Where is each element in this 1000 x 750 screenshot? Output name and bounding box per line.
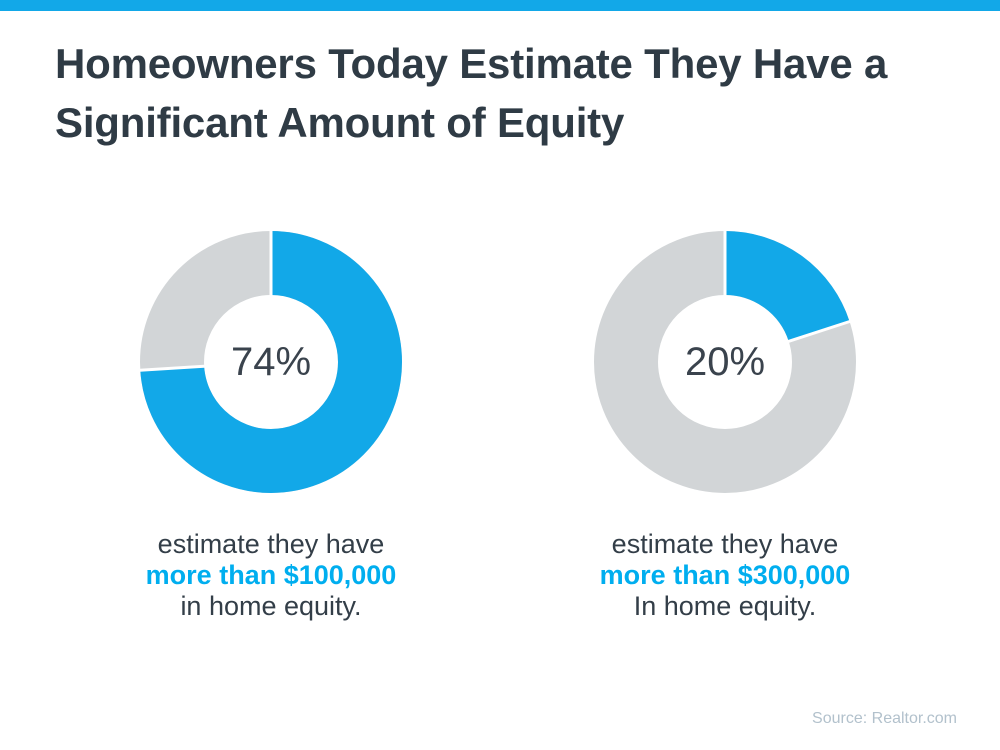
caption-highlight: more than $100,000 (145, 560, 397, 590)
donut-ring-74: 74% (140, 231, 402, 493)
caption-line: estimate they have (611, 529, 839, 559)
donut-svg (594, 231, 856, 493)
donut-chart-100k: 74% estimate they have more than $100,00… (111, 231, 431, 622)
chart-caption-300k: estimate they have more than $300,000 In… (600, 529, 851, 622)
title-line-2: Significant Amount of Equity (55, 99, 625, 146)
caption-line: estimate they have (157, 529, 385, 559)
caption-line: in home equity. (180, 591, 362, 621)
chart-caption-100k: estimate they have more than $100,000 in… (146, 529, 397, 622)
title-line-1: Homeowners Today Estimate They Have a (55, 40, 888, 87)
donut-center-label: 74% (230, 339, 312, 384)
caption-highlight: more than $300,000 (599, 560, 851, 590)
caption-line: In home equity. (633, 591, 817, 621)
donut-chart-300k: 20% estimate they have more than $300,00… (565, 231, 885, 622)
donut-svg (140, 231, 402, 493)
source-attribution: Source: Realtor.com (812, 710, 957, 727)
page-title: Homeowners Today Estimate They Have a Si… (55, 34, 887, 152)
donut-ring-20: 20% (594, 231, 856, 493)
accent-bar (0, 0, 1000, 11)
donut-center-label: 20% (684, 339, 766, 384)
